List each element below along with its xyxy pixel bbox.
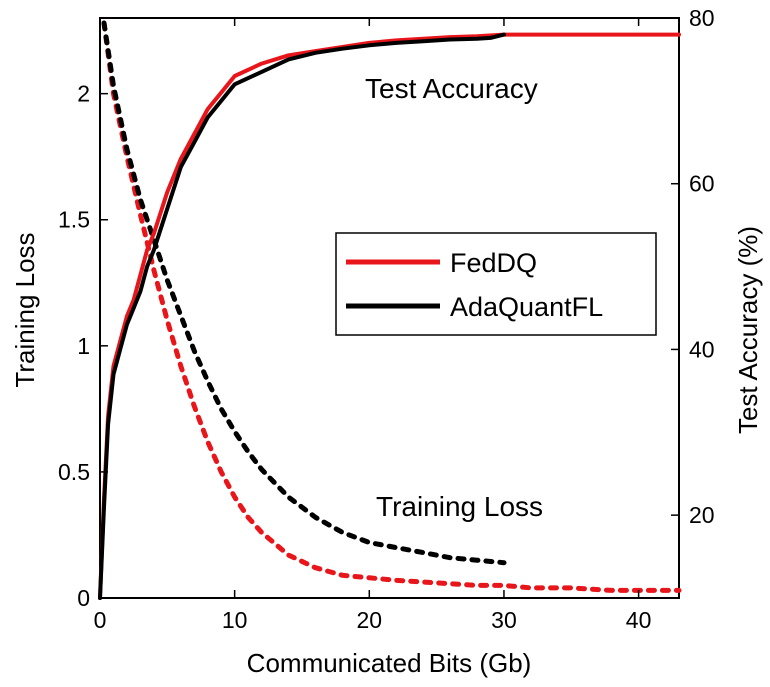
ticks-layer: 0 10 20 30 40 0 0.5 1 1.5 2 20 40 60 80 xyxy=(58,5,715,633)
legend-box xyxy=(335,232,657,336)
y-left-tick-label: 0.5 xyxy=(58,459,90,485)
y-left-tick-label: 1 xyxy=(77,333,90,359)
legend-label-feddq: FedDQ xyxy=(450,248,537,278)
annotation-test-accuracy: Test Accuracy xyxy=(365,73,538,104)
y-right-tick-label: 20 xyxy=(689,502,715,528)
y-right-tick-label: 80 xyxy=(689,5,715,31)
series-feddq-accuracy-line xyxy=(98,32,681,600)
series-adaquantfl-loss-line xyxy=(101,20,507,566)
plot-area-frame xyxy=(99,17,680,599)
x-tick-label: 40 xyxy=(626,607,652,633)
x-tick-label: 20 xyxy=(357,607,383,633)
series-adaquantfl-accuracy-line xyxy=(98,32,506,600)
x-axis-label: Communicated Bits (Gb) xyxy=(247,648,532,678)
y-left-tick-label: 1.5 xyxy=(58,207,90,233)
y-left-tick-label: 2 xyxy=(77,81,90,107)
y-right-tick-label: 40 xyxy=(689,336,715,362)
y-left-tick-label: 0 xyxy=(77,585,90,611)
annotation-training-loss: Training Loss xyxy=(376,491,543,522)
series-layer xyxy=(98,20,682,600)
legend-label-adaquantfl: AdaQuantFL xyxy=(450,292,603,322)
x-tick-label: 0 xyxy=(94,607,107,633)
y-axis-left-label: Training Loss xyxy=(10,232,40,387)
x-tick-label: 10 xyxy=(222,607,248,633)
legend: FedDQ AdaQuantFL xyxy=(335,232,657,336)
y-right-tick-label: 60 xyxy=(689,171,715,197)
series-feddq-loss-line xyxy=(101,20,682,593)
y-axis-right-label: Test Accuracy (%) xyxy=(733,226,763,434)
x-tick-label: 30 xyxy=(491,607,517,633)
